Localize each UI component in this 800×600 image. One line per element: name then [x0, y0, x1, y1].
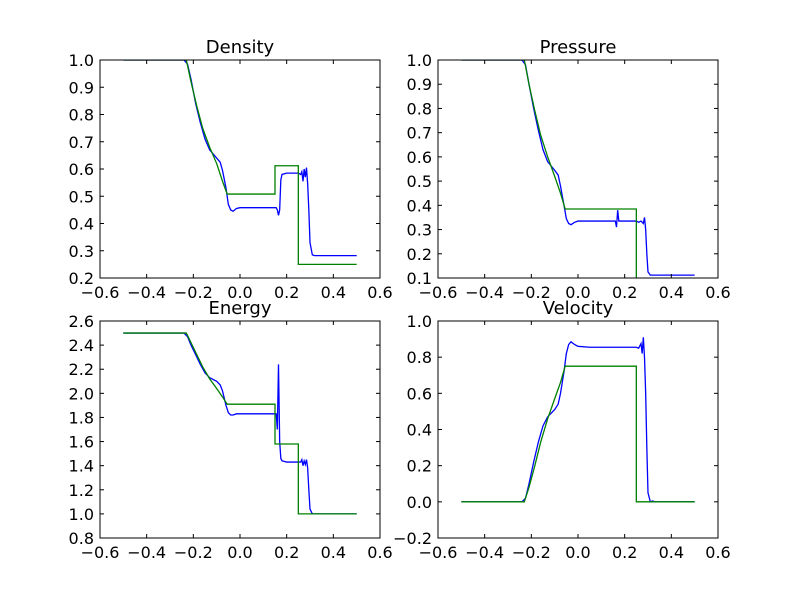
y-tick-label: 0.5 — [69, 187, 94, 206]
y-tick-label: 0.5 — [407, 172, 432, 191]
y-tick-label: 0.6 — [69, 160, 94, 179]
y-tick-label: 0.2 — [407, 457, 432, 476]
x-tick-label: −0.4 — [465, 543, 504, 562]
x-tick-label: −0.6 — [81, 283, 120, 302]
subplot-density: −0.6 −0.4 −0.2 0.0 0.2 0.4 0.6 0.2 0.3 0.4 0.5 0.6 0… — [69, 37, 393, 302]
y-tick-label: 0.4 — [69, 215, 94, 234]
y-tick-label: 2.2 — [69, 360, 94, 379]
y-tick-label: 0.7 — [69, 133, 94, 152]
x-tick-label: −0.2 — [512, 283, 551, 302]
simulation-line — [461, 337, 695, 503]
y-tick-label: 0.3 — [69, 242, 94, 261]
y-tick-label: 0.8 — [407, 99, 432, 118]
y-tick-label: 0.7 — [407, 124, 432, 143]
x-tick-label: −0.6 — [81, 543, 120, 562]
axes-frame — [437, 320, 719, 539]
x-tick-label: −0.2 — [174, 543, 213, 562]
x-tick-label: 0.2 — [274, 283, 299, 302]
y-tick-label: 1.0 — [69, 505, 94, 524]
subplot-velocity: −0.6 −0.4 −0.2 0.0 0.2 0.4 0.6 −0.2 0.0 0.2 0.4 0.6… — [393, 298, 731, 562]
x-tick-label: 0.6 — [705, 543, 730, 562]
subplot-title: Velocity — [543, 298, 614, 319]
x-tick-label: −0.2 — [174, 283, 213, 302]
simulation-line — [123, 60, 357, 257]
y-tick-label: 0.2 — [69, 269, 94, 288]
y-tick-label: 1.6 — [69, 433, 94, 452]
y-tick-label: 2.4 — [69, 336, 94, 355]
subplot-energy: −0.6 −0.4 −0.2 0.0 0.2 0.4 0.6 0.8 1.0 1.2 1.4 1.6 1… — [69, 298, 393, 562]
x-tick-label: −0.6 — [419, 543, 458, 562]
y-tick-label: 2.0 — [69, 384, 94, 403]
y-tick-label: 1.0 — [69, 51, 94, 70]
x-tick-label: 0.4 — [659, 543, 684, 562]
y-tick-label: −0.2 — [393, 529, 432, 548]
subplot-pressure: −0.6 −0.4 −0.2 0.0 0.2 0.4 0.6 0.1 0.2 0.3 0.4 0.5 0… — [407, 37, 731, 302]
x-tick-label: 0.6 — [705, 283, 730, 302]
x-tick-label: 0.4 — [659, 283, 684, 302]
x-tick-label: −0.4 — [465, 283, 504, 302]
simulation-line — [123, 332, 357, 515]
y-tick-label: 1.2 — [69, 481, 94, 500]
x-tick-label: −0.4 — [127, 543, 166, 562]
y-tick-label: 1.0 — [407, 312, 432, 331]
axes-frame — [437, 59, 719, 279]
y-tick-label: 1.8 — [69, 408, 94, 427]
y-tick-label: 0.9 — [69, 78, 94, 97]
subplot-title: Pressure — [540, 37, 617, 58]
y-tick-label: 0.3 — [407, 221, 432, 240]
x-tick-label: 0.4 — [321, 543, 346, 562]
x-tick-label: 0.0 — [565, 283, 590, 302]
x-tick-label: 0.6 — [367, 283, 392, 302]
y-tick-label: 0.1 — [407, 269, 432, 288]
axes-frame — [99, 320, 381, 539]
subplot-title: Density — [206, 37, 275, 58]
exact-line — [461, 60, 637, 278]
y-tick-label: 0.6 — [407, 384, 432, 403]
axes-frame — [99, 59, 381, 279]
y-tick-label: 1.4 — [69, 457, 94, 476]
x-tick-label: −0.4 — [127, 283, 166, 302]
exact-line — [123, 332, 357, 515]
x-tick-label: 0.4 — [321, 283, 346, 302]
y-tick-label: 1.0 — [407, 51, 432, 70]
exact-line — [461, 365, 695, 503]
x-tick-label: 0.2 — [612, 283, 637, 302]
y-tick-label: 0.2 — [407, 245, 432, 264]
x-tick-label: 0.2 — [612, 543, 637, 562]
x-tick-label: 0.0 — [565, 543, 590, 562]
subplot-title: Energy — [208, 298, 271, 319]
x-tick-label: −0.6 — [419, 283, 458, 302]
y-tick-label: 0.9 — [407, 75, 432, 94]
x-tick-label: −0.2 — [512, 543, 551, 562]
y-tick-label: 0.6 — [407, 148, 432, 167]
y-tick-label: 0.8 — [69, 106, 94, 125]
y-tick-label: 0.0 — [407, 493, 432, 512]
x-tick-label: 0.0 — [227, 543, 252, 562]
y-tick-label: 0.4 — [407, 196, 432, 215]
x-tick-label: 0.0 — [227, 283, 252, 302]
y-tick-label: 2.6 — [69, 312, 94, 331]
x-tick-label: 0.2 — [274, 543, 299, 562]
y-tick-label: 0.8 — [407, 348, 432, 367]
simulation-line — [461, 60, 695, 276]
exact-line — [123, 60, 357, 266]
y-tick-label: 0.4 — [407, 421, 432, 440]
x-tick-label: 0.6 — [367, 543, 392, 562]
y-tick-label: 0.8 — [69, 529, 94, 548]
